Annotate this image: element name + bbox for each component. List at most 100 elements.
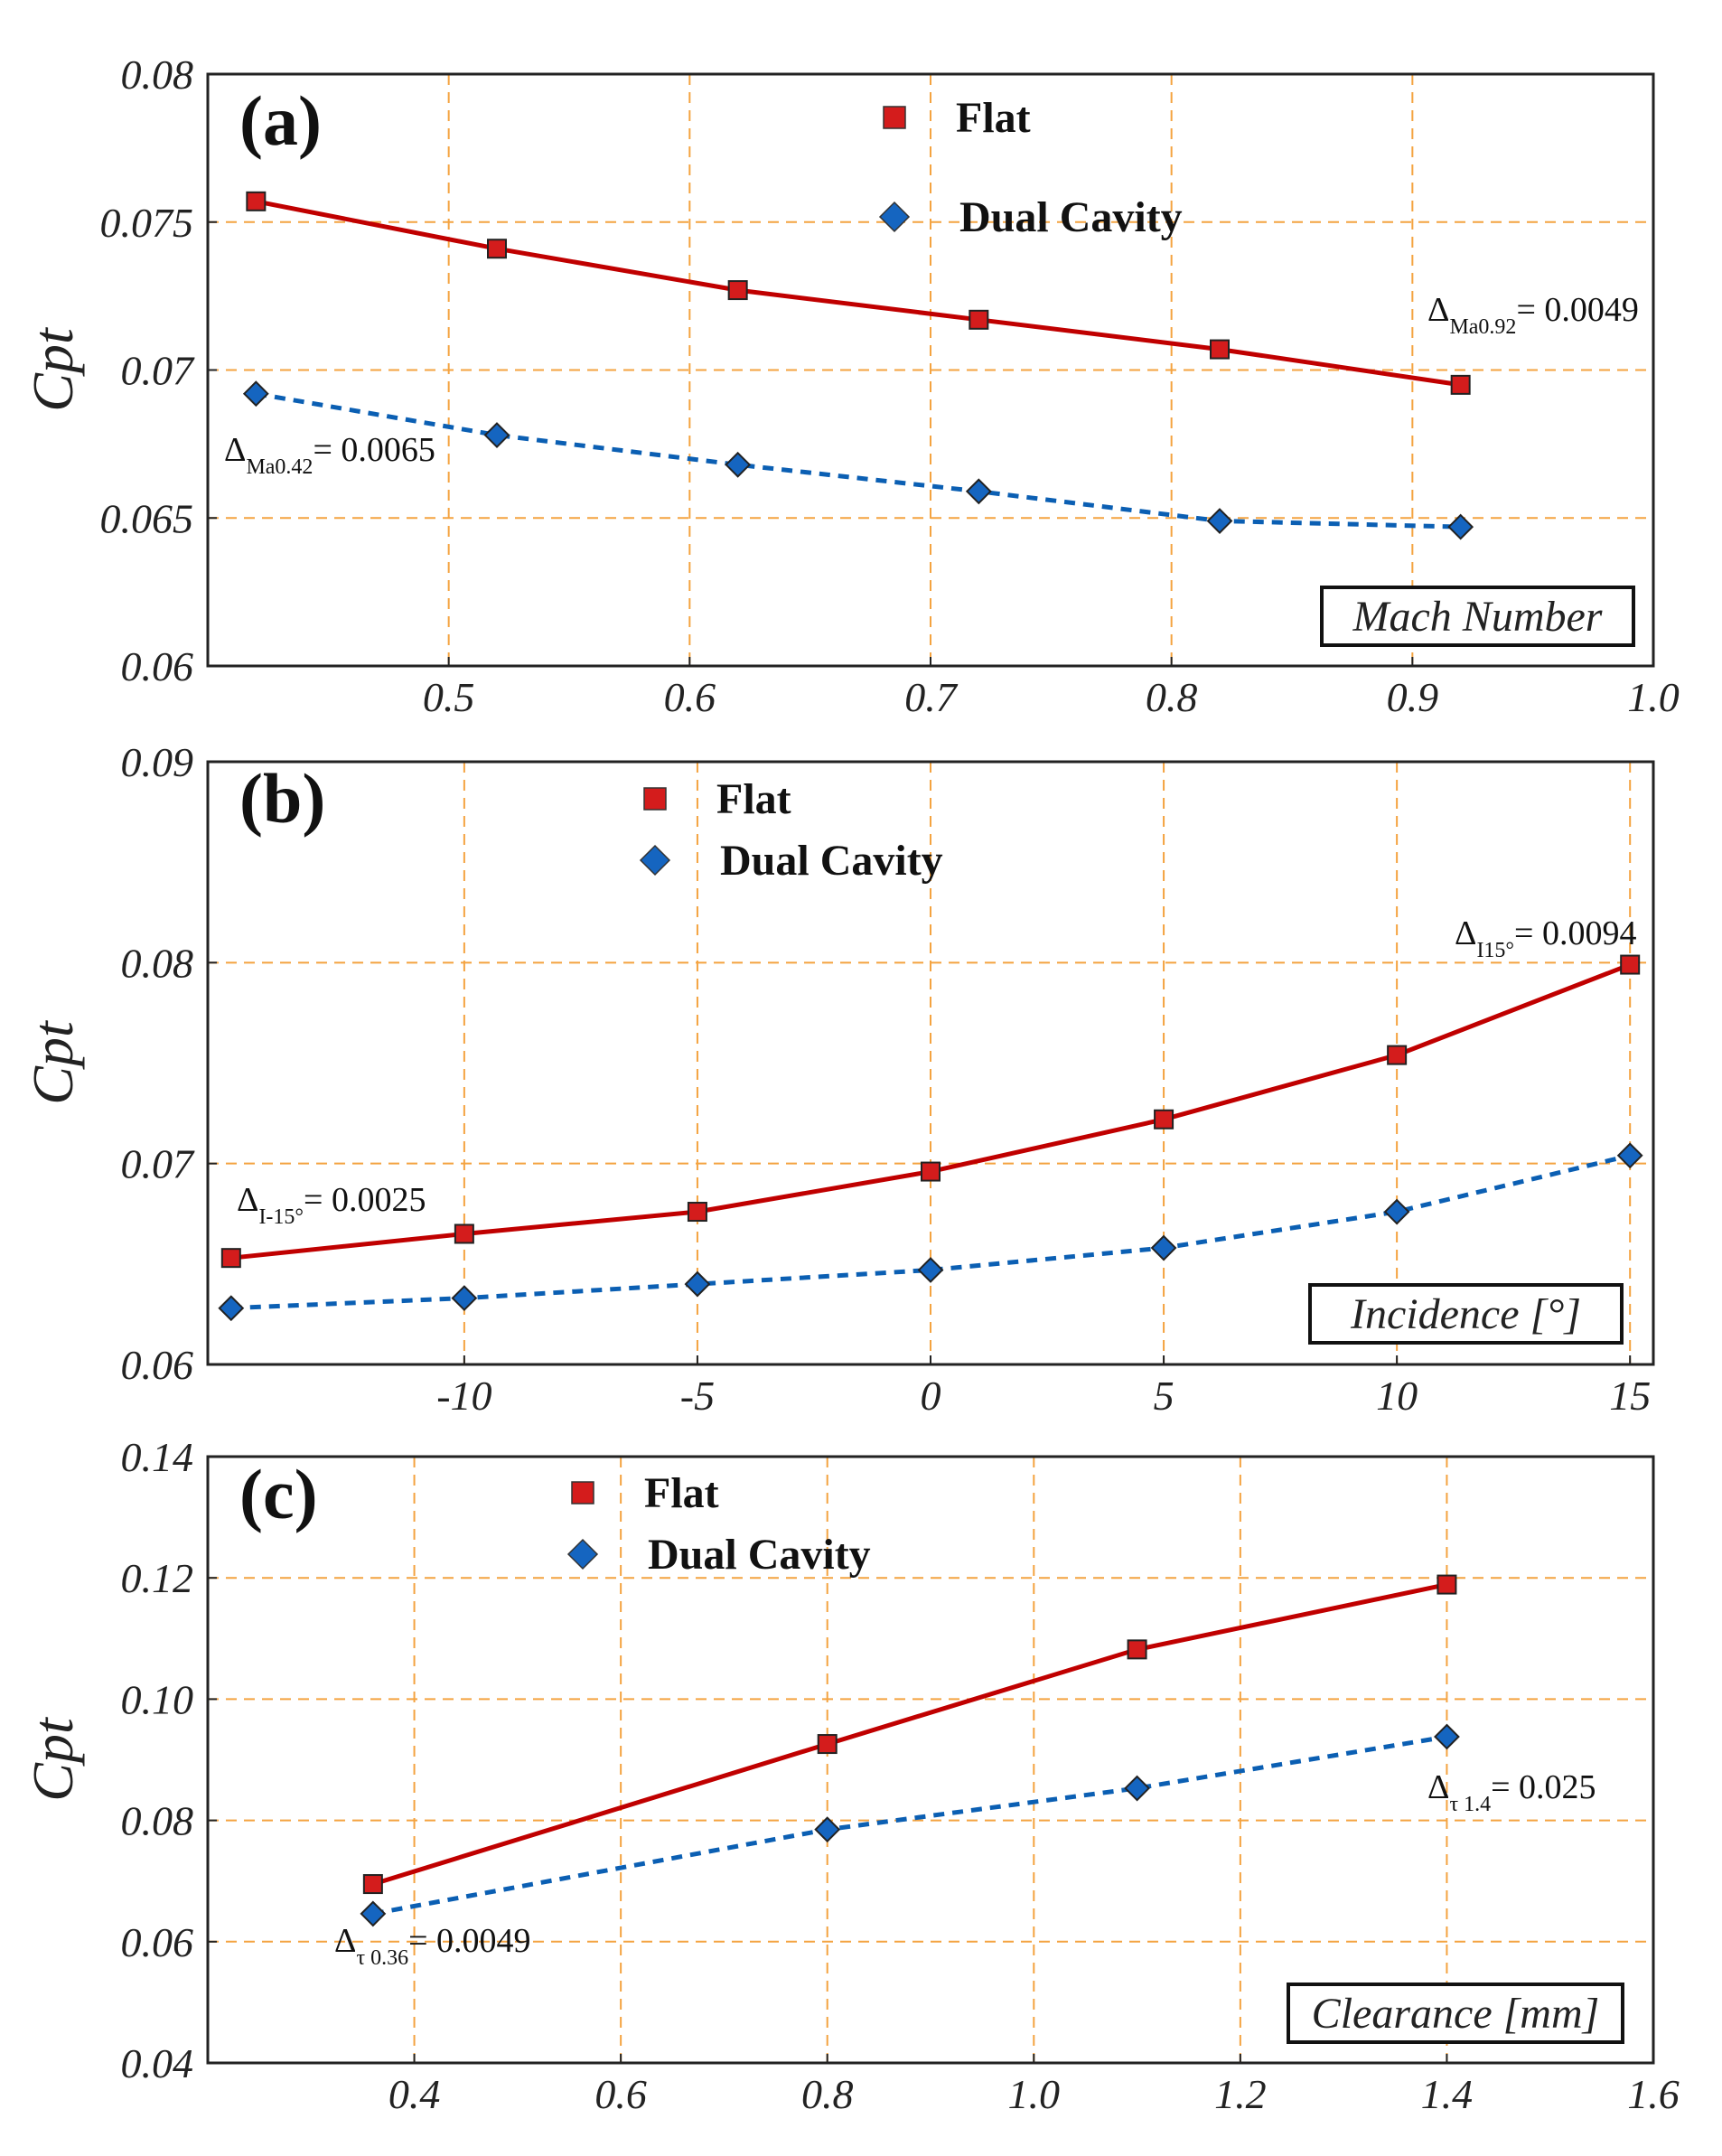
x-tick-label: 1.4 [1421, 2071, 1474, 2117]
x-tick-label: 15 [1609, 1373, 1651, 1419]
y-tick-label: 0.065 [100, 495, 194, 541]
panel-label: (a) [239, 81, 322, 160]
y-tick-label: 0.06 [121, 643, 194, 689]
data-point-dual-cavity [1447, 513, 1474, 540]
y-tick-label: 0.08 [121, 1798, 194, 1844]
delta-annotation: ΔMa0.42= 0.0065 [224, 431, 435, 479]
data-point-dual-cavity [1150, 1234, 1177, 1261]
legend: Flat Dual Cavity [566, 1469, 871, 1579]
data-point-flat [1437, 1574, 1457, 1595]
data-point-flat [1450, 374, 1471, 395]
data-point-flat [1127, 1639, 1147, 1660]
series-line-flat [372, 1582, 1447, 1887]
data-point-dual-cavity [1616, 1142, 1643, 1169]
data-point-dual-cavity [360, 1900, 387, 1927]
data-point-dual-cavity [1434, 1723, 1460, 1750]
data-point-dual-cavity [1124, 1775, 1150, 1802]
y-tick-label: 0.14 [121, 1434, 194, 1480]
data-point-flat [1210, 339, 1230, 360]
panel-label: (c) [239, 1455, 318, 1533]
y-tick-label: 0.06 [121, 1919, 194, 1965]
data-point-flat [969, 309, 989, 330]
chart-panel-3: 0.4 0.6 0.8 1.0 1.2 1.4 1.6 0.04 0.06 0.08 0.10 0.1… [21, 1434, 1680, 2117]
x-tick-label: 1.2 [1214, 2071, 1267, 2117]
y-tick-label: 0.08 [121, 940, 194, 986]
x-tick-label: 0.6 [594, 2071, 647, 2117]
x-tick-label: 1.0 [1008, 2071, 1061, 2117]
y-axis-label: Cpt [21, 326, 85, 412]
chart-panel-2: -10 -5 0 5 10 15 0.06 0.07 0.08 0.09 Cpt (b) Flat Dua… [21, 739, 1655, 1419]
data-point-dual-cavity [1383, 1198, 1410, 1225]
data-point-flat [1620, 954, 1641, 975]
legend-label: Flat [956, 94, 1031, 142]
y-tick-label: 0.10 [121, 1676, 194, 1722]
delta-annotation: Δτ 1.4= 0.025 [1427, 1768, 1596, 1816]
data-point-dual-cavity [218, 1295, 245, 1322]
x-axis-label: Mach Number [1352, 593, 1603, 641]
data-point-flat [220, 1248, 241, 1269]
legend-label: Flat [716, 775, 791, 823]
y-tick-label: 0.07 [121, 348, 196, 394]
legend: Flat Dual Cavity [639, 775, 943, 885]
data-point-dual-cavity [684, 1270, 711, 1298]
delta-annotation: ΔI15°= 0.0094 [1455, 914, 1636, 962]
y-tick-label: 0.08 [121, 52, 194, 98]
legend-marker-flat [571, 1481, 594, 1505]
data-point-dual-cavity [814, 1816, 841, 1843]
x-tick-label: 5 [1154, 1373, 1175, 1419]
x-tick-label: 0.8 [1146, 674, 1198, 720]
delta-annotation: Δτ 0.36= 0.0049 [334, 1922, 531, 1970]
y-tick-label: 0.06 [121, 1342, 194, 1388]
x-axis-label-box [1287, 1983, 1624, 2044]
legend-marker-dual-cavity [878, 201, 911, 233]
legend-marker-dual-cavity [566, 1538, 599, 1570]
x-tick-label: 1.6 [1627, 2071, 1680, 2117]
data-point-flat [921, 1161, 941, 1182]
x-tick-label: 0.7 [904, 674, 959, 720]
y-tick-label: 0.04 [121, 2040, 194, 2086]
series-line-dual-cavity [255, 391, 1461, 530]
x-tick-label: 0.5 [423, 674, 475, 720]
legend-marker-dual-cavity [639, 844, 671, 876]
data-point-flat [727, 280, 748, 301]
x-axis-label: Incidence [°] [1350, 1290, 1581, 1338]
x-tick-label: 0.9 [1387, 674, 1439, 720]
x-tick-label: 1.0 [1627, 674, 1680, 720]
y-tick-label: 0.09 [121, 739, 194, 785]
x-tick-label: 0.8 [801, 2071, 854, 2117]
legend-marker-flat [643, 787, 667, 811]
data-point-dual-cavity [917, 1257, 944, 1283]
x-axis-label-box [1308, 1283, 1624, 1345]
legend-label: Flat [644, 1469, 719, 1517]
y-axis-label: Cpt [21, 1716, 85, 1802]
y-tick-label: 0.07 [121, 1141, 196, 1187]
legend-label: Dual Cavity [648, 1531, 871, 1579]
data-point-dual-cavity [965, 478, 992, 505]
x-tick-label: 0.6 [664, 674, 716, 720]
legend-label: Dual Cavity [720, 837, 943, 885]
data-point-dual-cavity [451, 1285, 478, 1312]
legend-label: Dual Cavity [959, 193, 1183, 241]
delta-annotation: ΔI-15°= 0.0025 [237, 1181, 426, 1229]
data-point-dual-cavity [242, 380, 269, 408]
x-tick-label: -5 [680, 1373, 715, 1419]
grid [208, 1457, 1653, 2063]
data-point-flat [454, 1223, 474, 1244]
data-point-dual-cavity [725, 451, 752, 478]
y-tick-label: 0.075 [100, 200, 194, 246]
data-point-dual-cavity [1206, 508, 1233, 534]
data-point-flat [1387, 1045, 1408, 1065]
data-point-flat [1154, 1109, 1175, 1130]
x-tick-label: 0.4 [388, 2071, 441, 2117]
data-point-flat [362, 1874, 383, 1895]
x-tick-label: 0 [921, 1373, 941, 1419]
data-point-flat [246, 191, 267, 211]
data-point-flat [817, 1734, 838, 1755]
series-line-dual-cavity [372, 1734, 1447, 1917]
series-line-flat [255, 199, 1462, 388]
y-axis-label: Cpt [21, 1019, 85, 1105]
x-tick-label: 10 [1376, 1373, 1418, 1419]
grid [208, 74, 1653, 666]
data-point-flat [487, 239, 507, 259]
data-point-dual-cavity [483, 422, 510, 448]
